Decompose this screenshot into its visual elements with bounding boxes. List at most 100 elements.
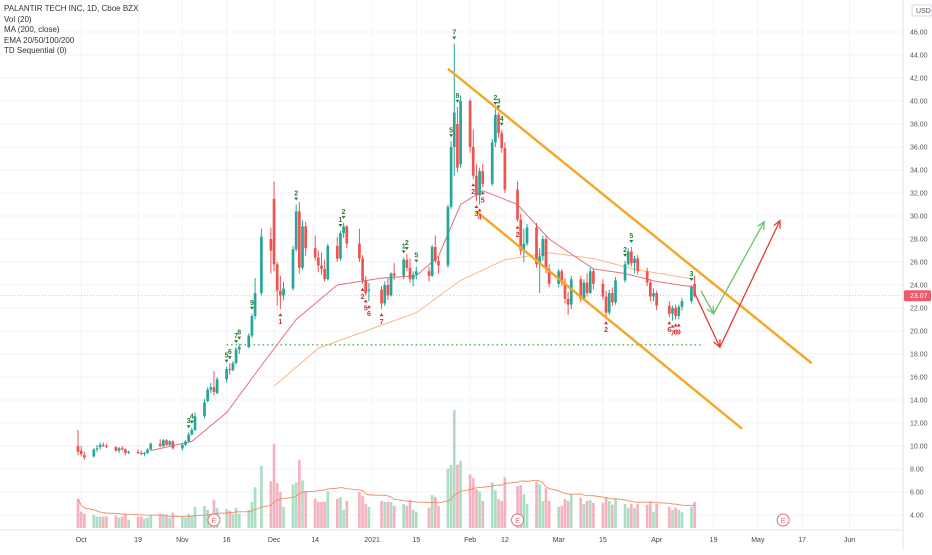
td-count-label: 2 (516, 232, 520, 239)
td-triangle-down (189, 420, 194, 424)
td-count-label: 5 (481, 197, 485, 204)
candle-body (212, 387, 216, 392)
td-count-label: 6 (367, 311, 371, 318)
price-tick-label: 36.00 (910, 145, 928, 152)
time-tick-label: 14 (311, 537, 319, 544)
volume-bar (320, 501, 323, 528)
volume-bar (446, 468, 450, 528)
time-tick-label: 12 (501, 537, 509, 544)
td-triangle-up (477, 208, 482, 212)
candle-body (541, 239, 545, 257)
volume-bar (380, 500, 383, 528)
candle-body (566, 298, 570, 305)
volume-bar (693, 501, 696, 528)
volume-bar (557, 506, 560, 528)
candle-body (358, 243, 361, 259)
candle-body (304, 226, 308, 249)
indicator-ema[interactable]: EMA 20/50/100/200 (4, 35, 75, 45)
volume-bar (92, 514, 96, 528)
price-tick-label: 16.00 (910, 375, 928, 382)
candle-body (105, 446, 108, 448)
volume-bar (316, 501, 320, 528)
volume-bar (234, 507, 238, 528)
td-triangle-up (471, 183, 476, 187)
price-tick-label: 24.00 (910, 283, 928, 290)
candle-body (209, 387, 213, 390)
earnings-marker-label[interactable]: E (212, 518, 217, 525)
volume-bar (294, 482, 298, 528)
volume-bar (544, 488, 548, 528)
candle-body (538, 256, 542, 265)
candle-body (101, 444, 105, 446)
price-tick-label: 12.00 (910, 421, 928, 428)
td-triangle-down (623, 253, 628, 257)
td-triangle-up (363, 299, 368, 303)
candle-body (291, 249, 295, 289)
time-tick-label: 17 (798, 537, 806, 544)
earnings-marker-circle[interactable] (511, 513, 525, 527)
projection-green-arrow-head (757, 220, 765, 230)
volume-bar (449, 464, 453, 528)
volume-bar (225, 508, 228, 528)
indicator-vol[interactable]: Vol (20) (4, 14, 32, 24)
volume-bar (361, 495, 364, 528)
td-triangle-up (670, 324, 675, 328)
candle-body (127, 451, 130, 453)
candle-body (215, 379, 219, 394)
volume-bar (645, 504, 649, 528)
candle-body (168, 441, 172, 445)
td-count-label: 8 (237, 330, 241, 337)
earnings-marker-circle[interactable] (207, 513, 221, 527)
td-triangle-down (227, 356, 232, 360)
earnings-marker-circle[interactable] (776, 513, 790, 527)
candle-body (389, 273, 393, 296)
candle-body (585, 282, 589, 294)
price-axis-bg (903, 0, 932, 550)
volume-bar (187, 513, 191, 528)
candle-body (136, 451, 140, 453)
td-triangle-down (629, 240, 634, 244)
td-triangle-up (673, 323, 678, 327)
candle-body (184, 441, 187, 445)
volume-bar (120, 516, 124, 528)
volume-bar (168, 517, 172, 528)
volume-bar (105, 516, 108, 528)
td-count-label: 8 (455, 93, 459, 100)
td-count-label: 4 (500, 116, 504, 123)
volume-bar (633, 507, 636, 528)
indicator-ma[interactable]: MA (200, close) (4, 25, 60, 34)
earnings-marker-label[interactable]: E (781, 518, 786, 525)
volume-bar (364, 503, 368, 528)
candle-body (320, 265, 323, 269)
candle-body (468, 101, 472, 147)
td-count-label: 1 (402, 243, 406, 250)
td-count-label: 6 (667, 327, 671, 334)
candle-body (79, 450, 83, 455)
volume-bar (459, 460, 462, 528)
volume-bar (475, 489, 478, 528)
td-count-label: 7 (671, 331, 675, 338)
candle-body (478, 171, 481, 196)
currency-box[interactable] (911, 4, 932, 17)
time-tick-label: 16 (223, 537, 231, 544)
candle-body (342, 226, 345, 234)
td-count-label: 2 (342, 209, 346, 216)
indicator-td-sequential[interactable]: TD Sequential (0) (4, 46, 67, 55)
volume-bar (560, 505, 564, 528)
earnings-marker-label[interactable]: E (515, 518, 520, 525)
td-triangle-up (366, 305, 371, 309)
candle-body (525, 227, 529, 244)
td-count-label: 1 (278, 319, 282, 326)
price-tick-label: 46.00 (910, 30, 928, 37)
candle-body (626, 251, 630, 265)
volume-bar (671, 509, 674, 528)
projection-green-arrow-head (706, 305, 715, 316)
volume-bar (623, 503, 627, 528)
candle-body (275, 264, 279, 291)
volume-bar (468, 474, 472, 528)
volume-bar (98, 516, 102, 528)
candle-body (361, 258, 364, 281)
candle-body (648, 282, 652, 297)
